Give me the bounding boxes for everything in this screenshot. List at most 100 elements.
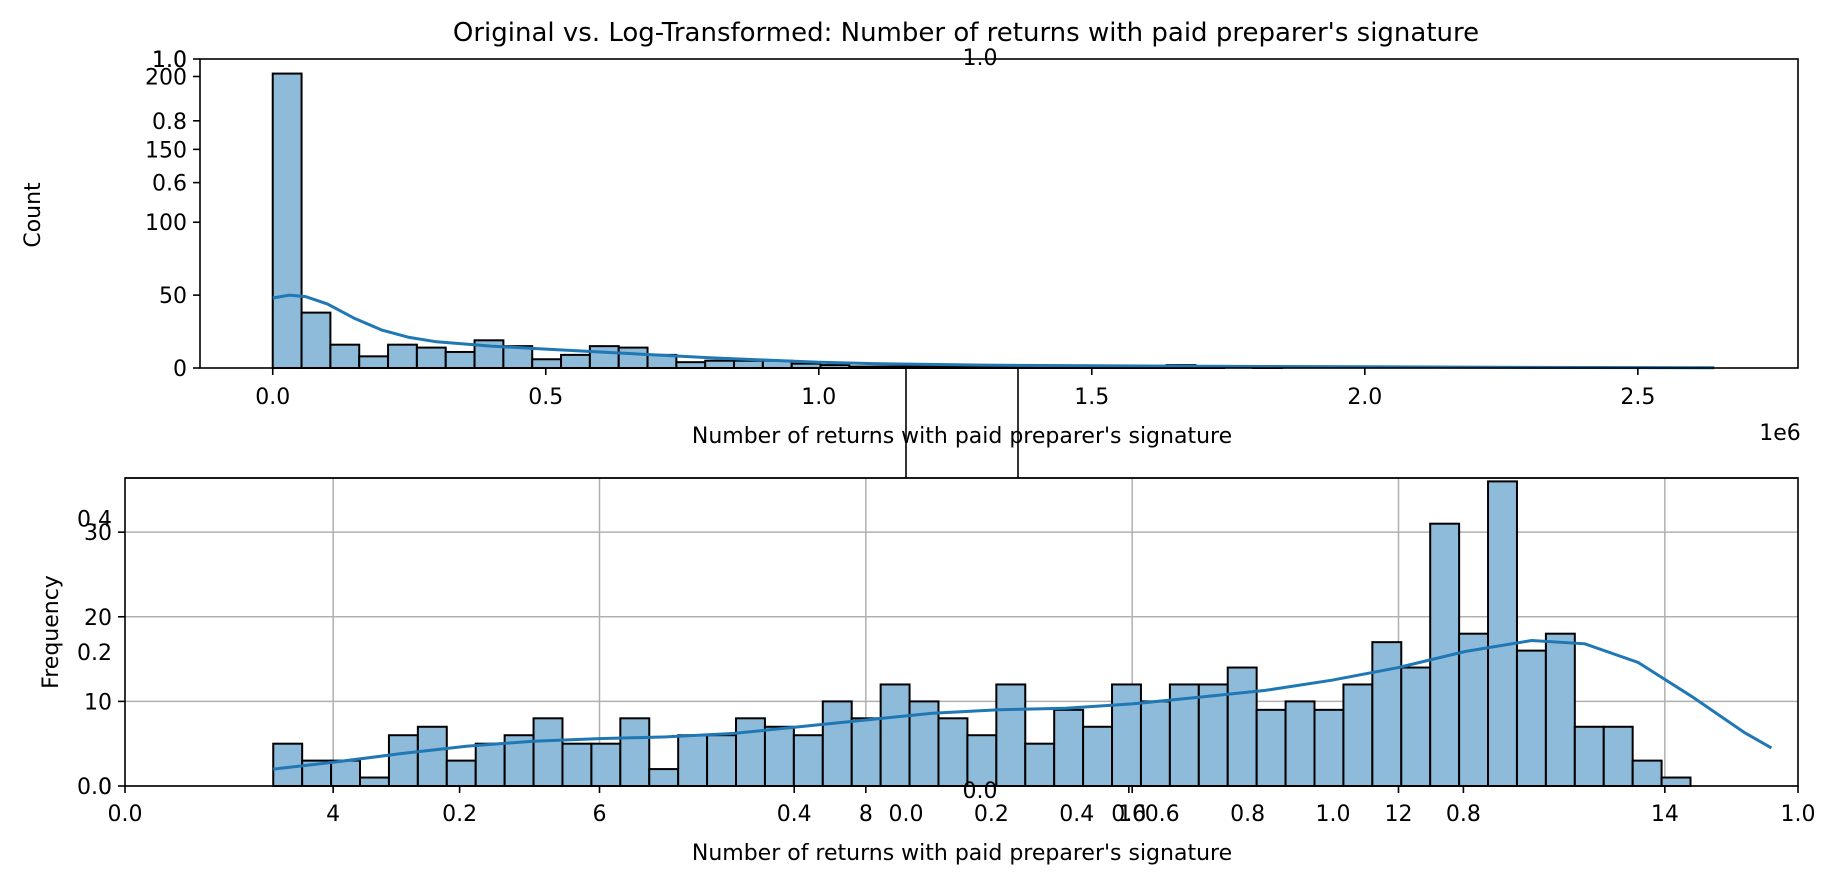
overlay-x-tick-label: 0.4 [777, 802, 812, 827]
log-plot-frame [124, 477, 1799, 787]
original-y-tick-label: 0 [173, 357, 187, 382]
log-bar [590, 742, 622, 788]
original-x-tick-label: 1.5 [1074, 385, 1109, 410]
original-x-tick-label: 2.5 [1620, 385, 1655, 410]
log-bar [1342, 683, 1374, 788]
log-bar [1255, 708, 1287, 787]
log-bar [359, 776, 390, 787]
log-x-axis-label: Number of returns with paid preparer's s… [692, 841, 1232, 866]
original-bar [733, 359, 764, 369]
log-x-tick-label: 8 [859, 802, 873, 827]
inner-x-tick-label: 0.2 [974, 802, 1009, 827]
log-y-axis-label: Frequency [39, 575, 64, 689]
overlay-bottom-y-tick-label: 0.2 [77, 641, 112, 666]
original-y-tick-label: 100 [145, 211, 187, 236]
original-x-offset-label: 1e6 [1759, 421, 1801, 446]
log-y-tick-label: 20 [84, 606, 112, 631]
log-bar [1573, 725, 1605, 787]
inner-x-tick-label: 0.6 [1145, 802, 1180, 827]
overlay-top-x-tick-label: 1.0 [963, 46, 998, 71]
log-bar [1139, 700, 1171, 788]
original-x-tick-label: 0.5 [528, 385, 563, 410]
original-x-tick-label: 0.0 [255, 385, 290, 410]
inner-x-tick-label: 0.8 [1230, 802, 1265, 827]
original-x-tick-label: 2.0 [1347, 385, 1382, 410]
original-bar [560, 353, 591, 370]
log-bar [735, 717, 766, 787]
original-bar [415, 346, 447, 369]
overlay-y-tick-label: 1.0 [152, 48, 187, 73]
inner-y-tick-label: 0.0 [963, 779, 998, 804]
log-bar [1313, 708, 1345, 787]
log-bar [937, 717, 969, 787]
log-x-tick-label: 10 [1118, 802, 1146, 827]
original-plot-frame [199, 58, 1799, 369]
log-bar [879, 683, 911, 788]
inner-x-tick-label: 0.0 [889, 802, 924, 827]
log-bar [387, 734, 419, 788]
log-bar [648, 768, 680, 787]
log-y-tick-label: 30 [84, 521, 112, 546]
overlay-x-tick-label: 1.0 [1781, 802, 1816, 827]
overlay-y-tick-label: 0.6 [152, 172, 187, 197]
log-y-tick-label: 10 [84, 690, 112, 715]
log-bar [763, 725, 795, 787]
original-bar [271, 72, 303, 369]
overlay-x-tick-label: 0.6 [1111, 802, 1146, 827]
original-kde-line [272, 293, 1715, 370]
log-bar [706, 734, 738, 788]
log-bar [1082, 725, 1114, 787]
overlay-y-tick-label: 0.8 [152, 110, 187, 135]
log-bar [474, 742, 506, 788]
log-y-tick-label: 0 [98, 775, 112, 800]
log-bar [792, 734, 824, 788]
original-bar [617, 346, 649, 369]
log-bar [1226, 666, 1258, 787]
original-y-axis-label: Count [21, 182, 46, 248]
log-bar [416, 725, 448, 787]
log-x-tick-label: 4 [326, 802, 340, 827]
original-bar [300, 311, 332, 370]
log-x-tick-label: 6 [593, 802, 607, 827]
log-bar [330, 759, 362, 787]
log-kde-line [273, 638, 1773, 771]
log-bar [1284, 700, 1316, 788]
inner-x-tick-label: 0.4 [1059, 802, 1094, 827]
log-bar [619, 717, 651, 787]
log-bar [1602, 725, 1634, 787]
figure-title: Original vs. Log-Transformed: Number of … [453, 18, 1479, 48]
log-bar [1515, 649, 1547, 787]
original-y-tick-label: 150 [145, 138, 187, 163]
original-bar [531, 358, 563, 370]
log-bar [1400, 666, 1432, 787]
log-bar [821, 700, 853, 788]
log-bar [1631, 759, 1663, 787]
log-bar [1024, 742, 1056, 788]
overlay-x-tick-label: 0.2 [442, 802, 477, 827]
log-bar [1197, 683, 1229, 788]
log-bar [445, 759, 477, 787]
log-bar [1660, 776, 1692, 787]
original-bar [704, 359, 736, 369]
original-bar [675, 361, 707, 369]
log-bar [1487, 480, 1518, 787]
overlay-x-tick-label: 0.8 [1446, 802, 1481, 827]
original-bar [444, 350, 476, 369]
original-histogram-plot: 0.0 0.5 1.0 1.5 2.0 2.5 0 50 100 150 200 0.6 0.8 1.0 1… [21, 46, 1801, 449]
original-bar [358, 355, 390, 370]
log-bar [995, 683, 1027, 788]
log-bar [1053, 708, 1085, 787]
log-x-tick-label: 12 [1385, 802, 1413, 827]
original-bar [329, 343, 361, 370]
log-bar [1458, 632, 1490, 788]
original-y-tick-label: 50 [159, 284, 187, 309]
original-y-tick-label: 200 [145, 65, 187, 90]
log-bar [1371, 641, 1403, 788]
original-x-tick-label: 1.0 [801, 385, 836, 410]
log-bar [1544, 632, 1576, 788]
log-bar [850, 717, 882, 787]
original-bar [588, 345, 620, 369]
